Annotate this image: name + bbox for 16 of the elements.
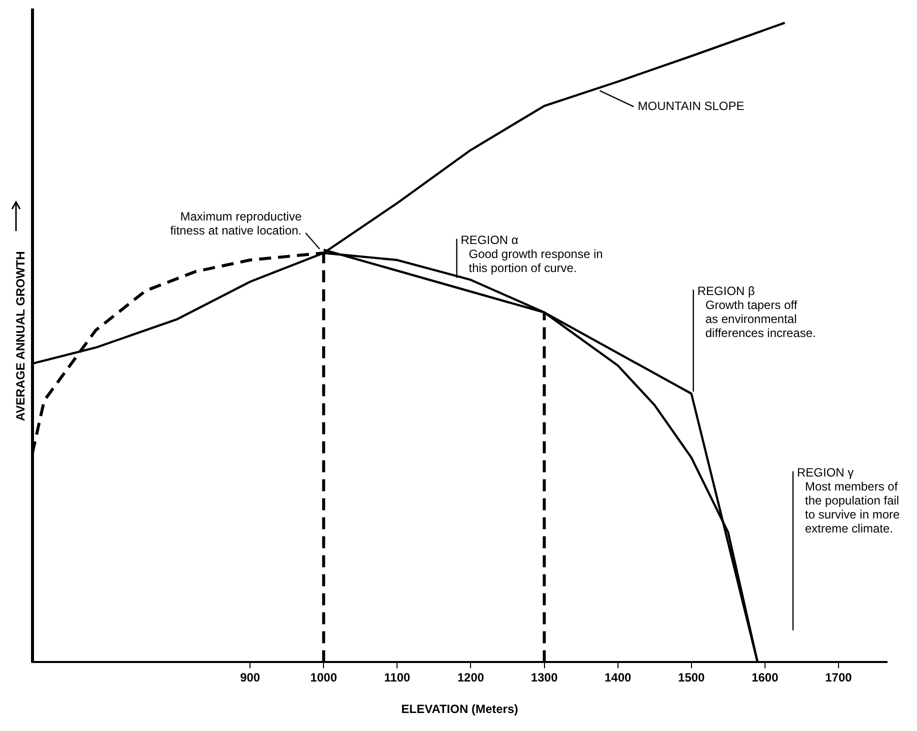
x-tick-label: 1400 [604, 670, 632, 685]
x-tick-label: 1700 [825, 670, 852, 685]
x-tick-label: 1100 [384, 670, 411, 685]
x-tick-label: 900 [240, 670, 260, 685]
annotation: Maximum reproductive fitness at native location. [170, 209, 302, 238]
annotation: REGION γ Most members of the population fail to survive in more extreme climate. [797, 466, 900, 536]
y-axis-title: AVERAGE ANNUAL GROWTH [14, 251, 28, 421]
x-axis-title: ELEVATION (Meters) [401, 702, 518, 716]
x-tick-label: 1200 [457, 670, 484, 685]
x-tick-label: 1600 [752, 670, 779, 685]
x-tick-label: 1300 [530, 670, 558, 685]
x-tick-label: 1000 [310, 670, 338, 685]
annotation: REGION α Good growth response in this portion of curve. [460, 233, 603, 276]
annotation: MOUNTAIN SLOPE [638, 98, 744, 113]
x-tick-label: 1500 [678, 670, 706, 685]
annotation: REGION β Growth tapers off as environmental differences increase. [697, 284, 816, 340]
